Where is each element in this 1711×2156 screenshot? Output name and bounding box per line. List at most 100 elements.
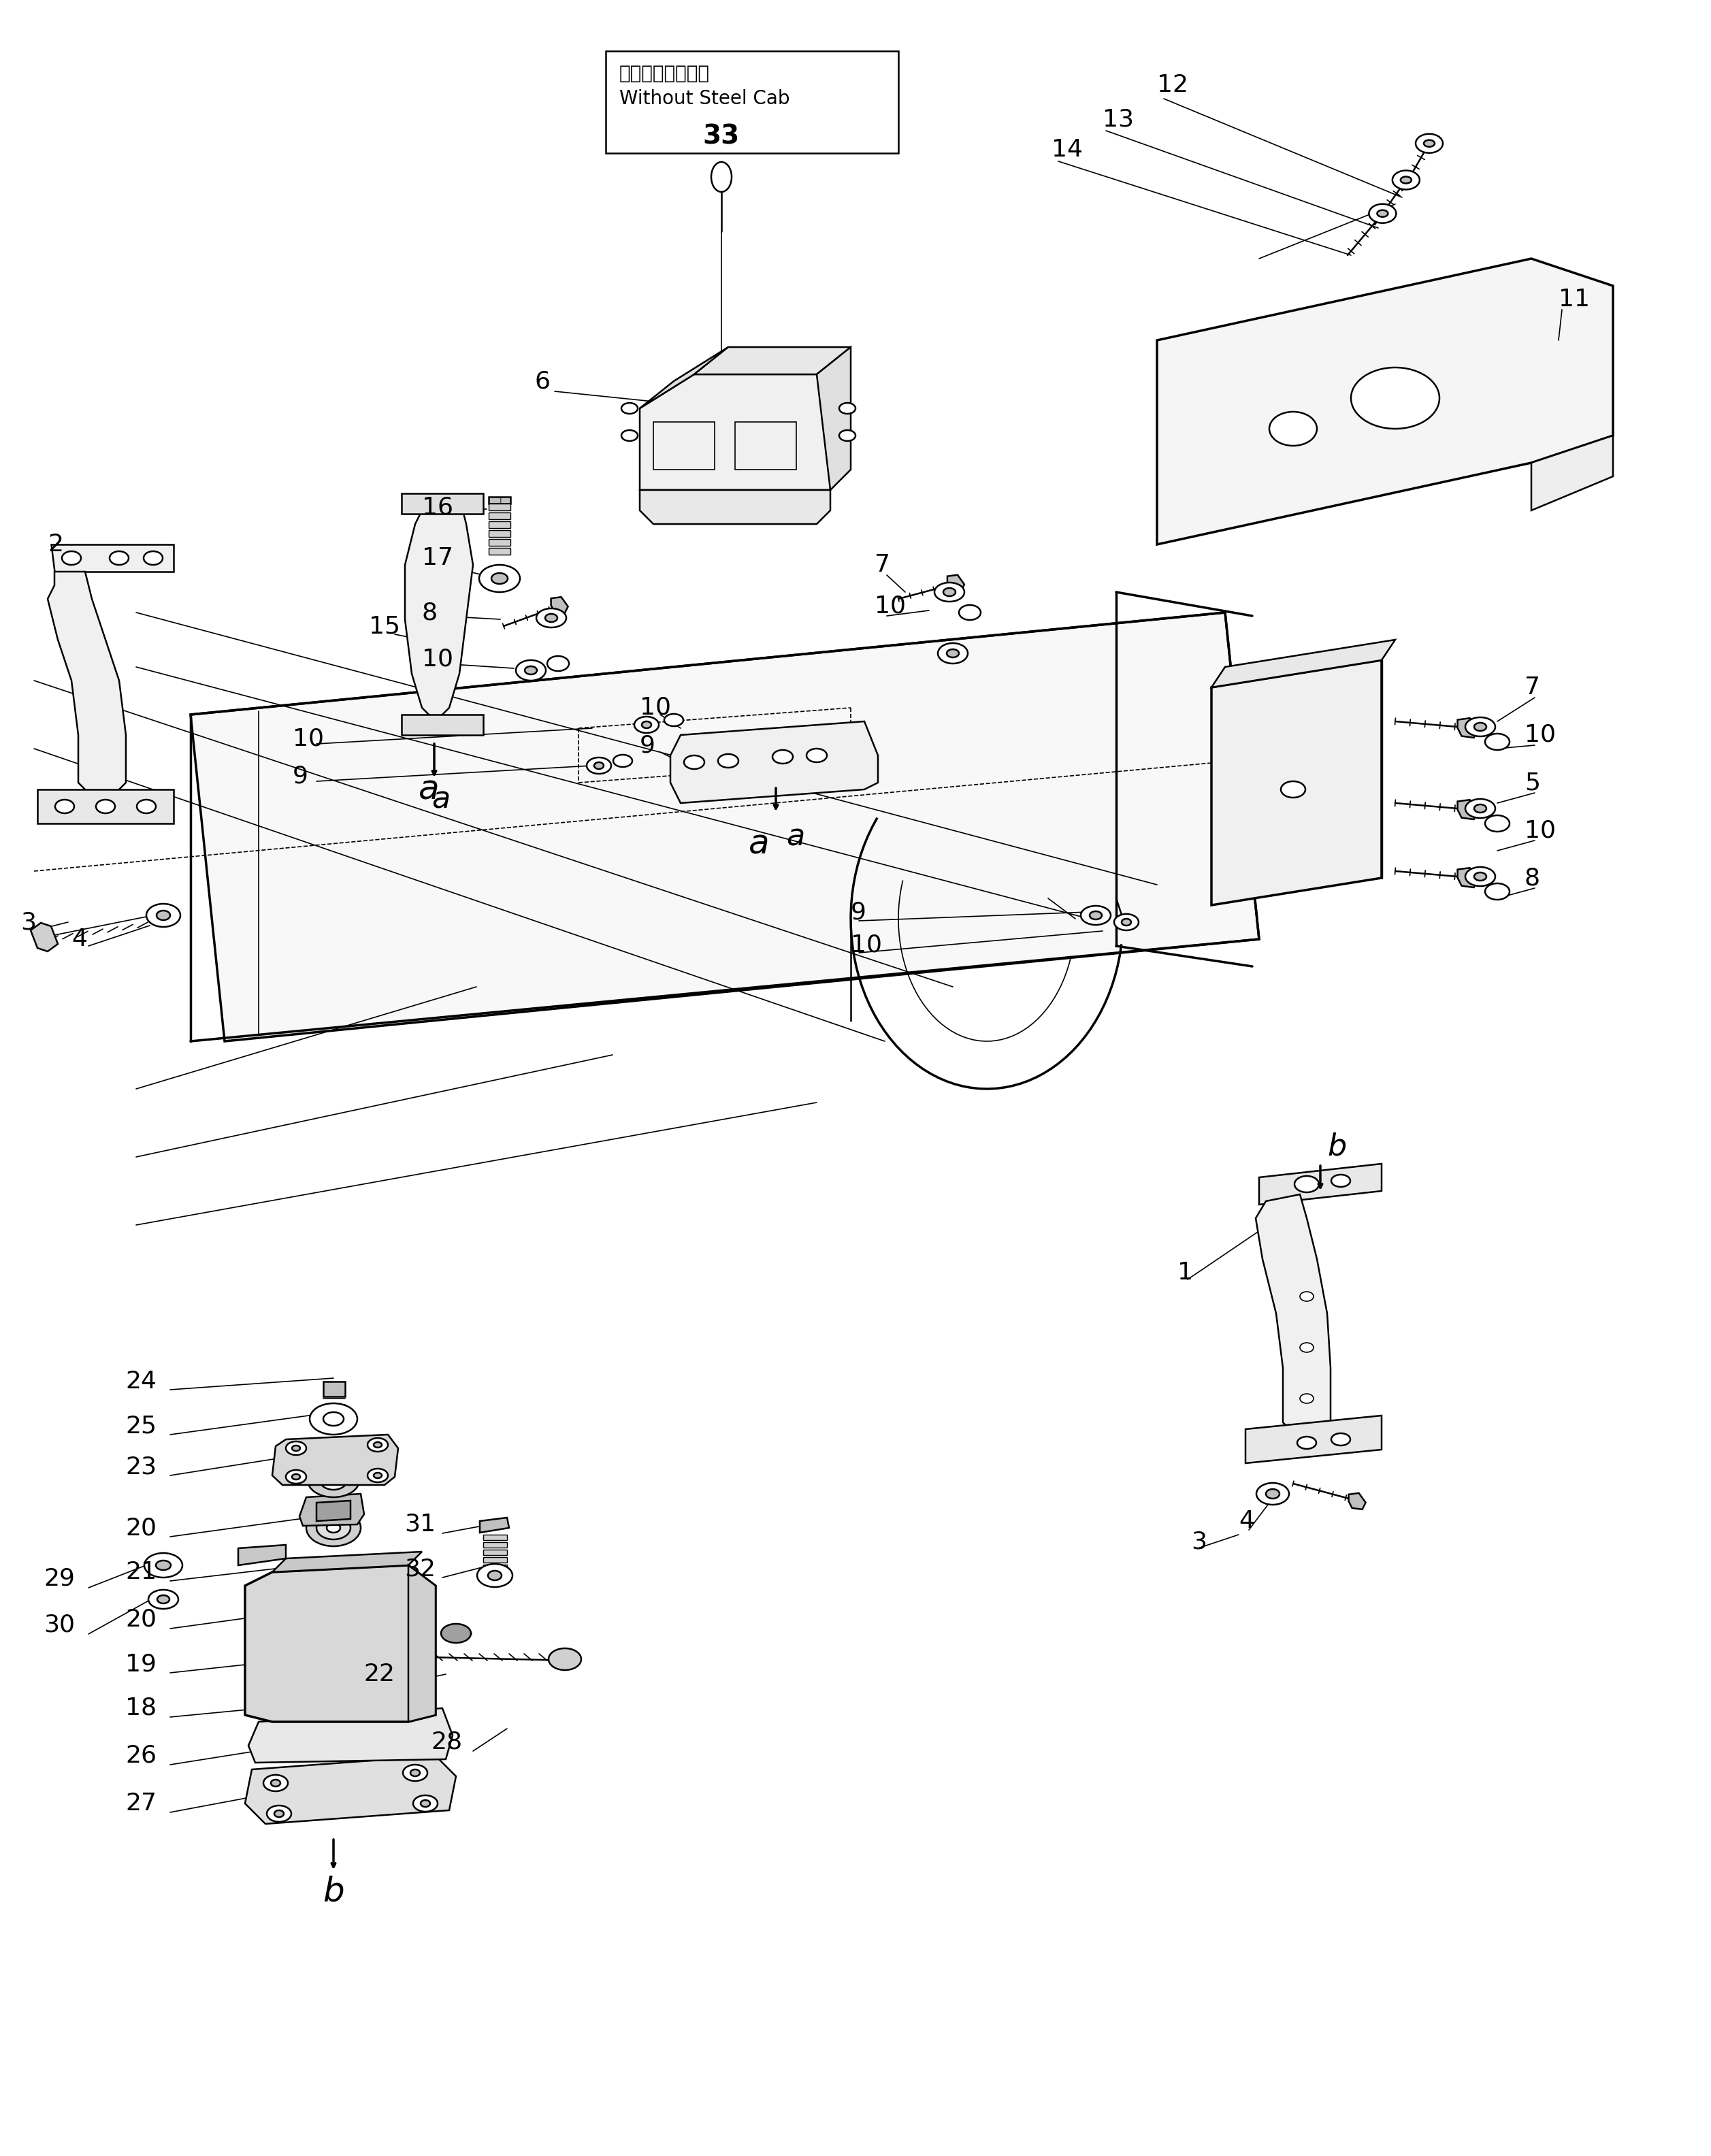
Ellipse shape (327, 1522, 340, 1533)
Polygon shape (1259, 1164, 1381, 1205)
Ellipse shape (147, 903, 180, 927)
Ellipse shape (368, 1438, 388, 1451)
Ellipse shape (157, 1595, 169, 1604)
Ellipse shape (1300, 1393, 1314, 1404)
Text: 28: 28 (431, 1731, 462, 1753)
Bar (402, 494, 483, 513)
Text: 19: 19 (125, 1651, 156, 1675)
Ellipse shape (270, 1779, 281, 1787)
Text: 10: 10 (1525, 819, 1555, 841)
Text: |: | (500, 496, 501, 505)
Text: 2: 2 (48, 533, 63, 556)
Text: 20: 20 (125, 1608, 156, 1632)
Ellipse shape (549, 1649, 582, 1671)
Ellipse shape (310, 1404, 358, 1434)
Ellipse shape (411, 1770, 419, 1777)
Text: 5: 5 (1525, 772, 1540, 793)
Ellipse shape (293, 1475, 299, 1479)
Ellipse shape (1401, 177, 1412, 183)
Bar (606, 52, 898, 153)
Polygon shape (245, 1565, 436, 1723)
Text: 10: 10 (1525, 724, 1555, 746)
Ellipse shape (1465, 718, 1495, 737)
Text: 8: 8 (1525, 867, 1540, 890)
Ellipse shape (946, 649, 958, 658)
Text: 13: 13 (1102, 108, 1134, 132)
Ellipse shape (664, 714, 683, 727)
Ellipse shape (286, 1470, 306, 1483)
Text: 3: 3 (1191, 1531, 1206, 1552)
Text: 14: 14 (1052, 138, 1083, 162)
Polygon shape (245, 1755, 457, 1824)
Text: 31: 31 (404, 1514, 436, 1535)
Text: 1: 1 (1177, 1261, 1193, 1285)
Polygon shape (1458, 800, 1478, 819)
Text: 10: 10 (874, 595, 905, 617)
Text: 22: 22 (363, 1662, 395, 1686)
Ellipse shape (958, 606, 980, 621)
Ellipse shape (55, 800, 74, 813)
Ellipse shape (110, 552, 128, 565)
Text: キャブ無しの場合: キャブ無しの場合 (619, 65, 710, 84)
Polygon shape (1157, 259, 1613, 545)
Polygon shape (1458, 869, 1478, 888)
Ellipse shape (96, 800, 115, 813)
Text: b: b (1328, 1132, 1347, 1162)
Polygon shape (640, 347, 729, 407)
Ellipse shape (1282, 780, 1305, 798)
Text: 7: 7 (874, 554, 890, 576)
Ellipse shape (525, 666, 537, 675)
Polygon shape (248, 1708, 453, 1764)
Polygon shape (317, 1501, 351, 1520)
Ellipse shape (286, 1442, 306, 1455)
Text: 8: 8 (423, 602, 438, 623)
Bar (489, 505, 510, 511)
Polygon shape (551, 597, 568, 612)
Text: 7: 7 (1525, 675, 1540, 699)
Text: 9: 9 (640, 733, 655, 757)
Ellipse shape (613, 755, 633, 768)
Ellipse shape (1114, 914, 1138, 931)
Ellipse shape (144, 1552, 183, 1578)
Polygon shape (51, 545, 173, 571)
Ellipse shape (293, 1445, 299, 1451)
Ellipse shape (491, 573, 508, 584)
Text: Without Steel Cab: Without Steel Cab (619, 88, 790, 108)
Polygon shape (1246, 1416, 1381, 1464)
Polygon shape (272, 1552, 423, 1572)
Polygon shape (1211, 660, 1381, 906)
Text: 29: 29 (44, 1567, 75, 1591)
Bar (489, 530, 510, 537)
Polygon shape (31, 923, 58, 951)
Ellipse shape (806, 748, 826, 763)
Text: 10: 10 (850, 934, 883, 955)
Ellipse shape (1485, 733, 1509, 750)
Text: 6: 6 (534, 369, 549, 392)
Text: a: a (431, 785, 450, 815)
Ellipse shape (1300, 1291, 1314, 1302)
Polygon shape (640, 375, 830, 489)
Ellipse shape (546, 614, 558, 623)
Ellipse shape (274, 1811, 284, 1818)
Text: 11: 11 (1559, 289, 1590, 310)
Ellipse shape (517, 660, 546, 681)
Text: 15: 15 (370, 614, 400, 638)
Text: 9: 9 (293, 763, 308, 787)
Ellipse shape (1475, 722, 1487, 731)
Ellipse shape (838, 429, 856, 442)
Bar (736, 423, 796, 470)
Text: a: a (749, 828, 770, 860)
Polygon shape (1531, 436, 1613, 511)
Text: 10: 10 (423, 647, 453, 671)
Ellipse shape (1485, 815, 1509, 832)
Ellipse shape (635, 716, 659, 733)
Ellipse shape (1331, 1434, 1350, 1445)
Text: 27: 27 (125, 1792, 156, 1815)
Ellipse shape (368, 1468, 388, 1483)
Ellipse shape (934, 582, 965, 602)
Polygon shape (948, 576, 965, 591)
Bar (483, 1557, 506, 1563)
Ellipse shape (1256, 1483, 1288, 1505)
Polygon shape (406, 511, 472, 722)
Polygon shape (48, 571, 127, 796)
